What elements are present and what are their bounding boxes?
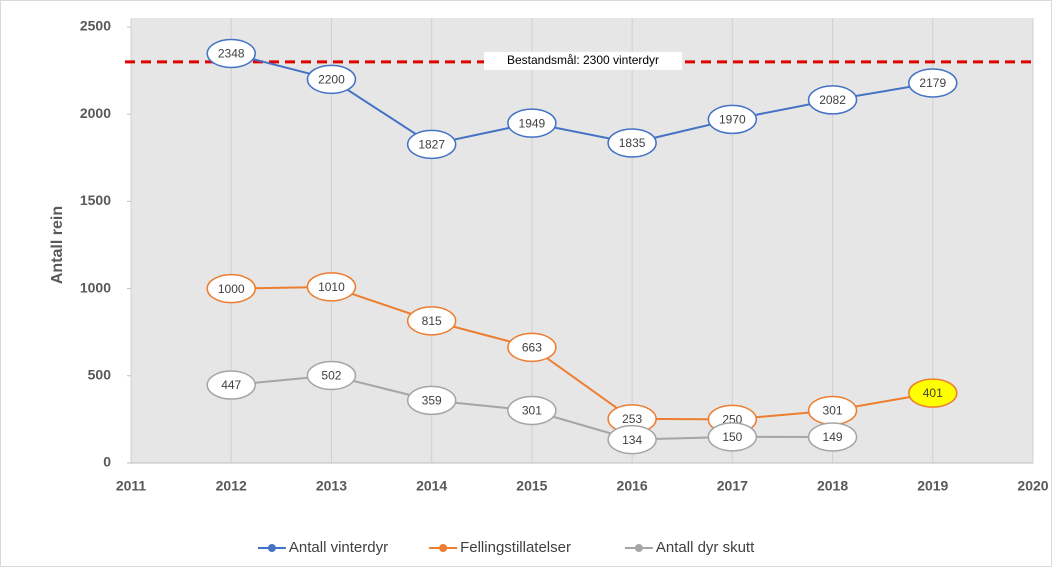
- data-label-bubble: [507, 395, 557, 426]
- data-label: 253: [622, 412, 642, 426]
- data-label: 2200: [318, 72, 345, 86]
- data-label: 134: [622, 433, 642, 447]
- data-label: 447: [221, 378, 241, 392]
- reference-label-bg: [484, 51, 682, 70]
- data-label: 1835: [619, 136, 646, 150]
- y-tick-label: 2500: [80, 18, 111, 34]
- data-label: 359: [422, 394, 442, 408]
- data-label: 150: [722, 430, 742, 444]
- data-label-bubble: [807, 422, 858, 452]
- data-label: 149: [823, 430, 843, 444]
- x-tick-label: 2018: [817, 478, 848, 494]
- data-label-bubble: [406, 306, 457, 336]
- data-label-bubble: [908, 68, 958, 98]
- x-tick-label: 2020: [1017, 478, 1048, 494]
- y-tick-label: 0: [103, 454, 111, 470]
- y-tick-label: 1000: [80, 279, 111, 295]
- data-label: 2348: [218, 47, 245, 61]
- data-label-bubble: [406, 385, 457, 416]
- data-label-bubble: [306, 272, 357, 302]
- data-label-bubble: [406, 129, 457, 160]
- data-label-bubble: [908, 378, 958, 408]
- data-label: 301: [823, 404, 843, 418]
- x-tick-label: 2015: [516, 478, 547, 494]
- legend-label: Antall vinterdyr: [289, 539, 388, 556]
- data-label: 663: [522, 341, 542, 355]
- data-label-bubble: [607, 128, 657, 158]
- data-label: 2179: [919, 76, 946, 90]
- y-tick-label: 500: [88, 367, 112, 383]
- data-label: 1010: [318, 280, 345, 294]
- data-label: 1949: [519, 116, 546, 130]
- data-label: 502: [321, 369, 341, 383]
- data-label-bubble: [206, 38, 256, 69]
- x-tick-label: 2019: [917, 478, 948, 494]
- data-label: 815: [422, 314, 442, 328]
- data-label: 1970: [719, 113, 746, 127]
- x-tick-label: 2011: [116, 478, 147, 494]
- x-tick-label: 2012: [216, 478, 247, 494]
- data-label: 1000: [218, 282, 245, 296]
- data-label-bubble: [707, 104, 758, 135]
- legend-label: Fellingstillatelser: [460, 539, 571, 556]
- data-label-bubble: [507, 108, 557, 138]
- data-label-bubble: [607, 424, 657, 455]
- legend-marker: [634, 544, 643, 552]
- data-label: 301: [522, 404, 542, 418]
- data-label-bubble: [807, 85, 858, 115]
- data-label-bubble: [306, 64, 357, 95]
- legend-marker: [439, 544, 448, 552]
- data-label-bubble: [507, 332, 557, 363]
- data-label: 1827: [418, 138, 445, 152]
- y-axis-label: Antall rein: [49, 206, 66, 284]
- x-tick-label: 2017: [717, 478, 748, 494]
- data-label: 401: [923, 386, 943, 400]
- data-label-bubble: [206, 273, 256, 304]
- x-tick-label: 2016: [617, 478, 648, 494]
- y-tick-label: 2000: [80, 105, 111, 121]
- x-tick-label: 2014: [416, 478, 447, 494]
- data-label-bubble: [206, 370, 256, 400]
- data-label: 2082: [819, 93, 846, 107]
- plot-area: [131, 18, 1033, 463]
- reference-label: Bestandsmål: 2300 vinterdyr: [507, 53, 659, 67]
- legend-label: Antall dyr skutt: [656, 539, 755, 556]
- data-label-bubble: [707, 422, 758, 452]
- y-tick-label: 1500: [80, 192, 111, 208]
- x-tick-label: 2013: [316, 478, 347, 494]
- data-label-bubble: [306, 360, 357, 391]
- legend-marker: [267, 544, 276, 552]
